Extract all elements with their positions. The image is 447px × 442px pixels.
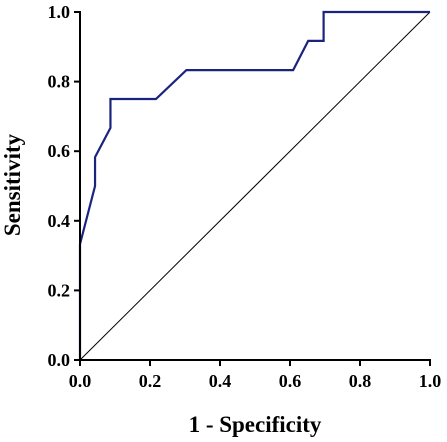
y-tick-label: 1.0: [48, 2, 71, 22]
x-tick-label: 0.0: [69, 371, 92, 391]
y-tick-label: 0.4: [48, 211, 71, 231]
roc-curve: [78, 10, 430, 360]
y-axis-title: Sensitivity: [0, 133, 25, 236]
x-tick-label: 0.8: [349, 371, 372, 391]
x-tick-label: 0.4: [209, 371, 232, 391]
x-axis-ticks: 0.0 0.2 0.4 0.6 0.8 1.0: [69, 360, 442, 391]
x-tick-label: 0.6: [279, 371, 302, 391]
x-axis-title: 1 - Specificity: [189, 412, 322, 437]
x-tick-label: 1.0: [419, 371, 442, 391]
y-tick-label: 0.2: [48, 280, 71, 300]
plot-area: [78, 10, 431, 361]
y-axis-ticks: 0.0 0.2 0.4 0.6 0.8 1.0: [48, 2, 80, 370]
y-tick-label: 0.6: [48, 141, 71, 161]
reference-line: [79, 11, 431, 361]
y-tick-label: 0.8: [48, 72, 71, 92]
x-tick-label: 0.2: [139, 371, 162, 391]
y-tick-label: 0.0: [48, 350, 71, 370]
